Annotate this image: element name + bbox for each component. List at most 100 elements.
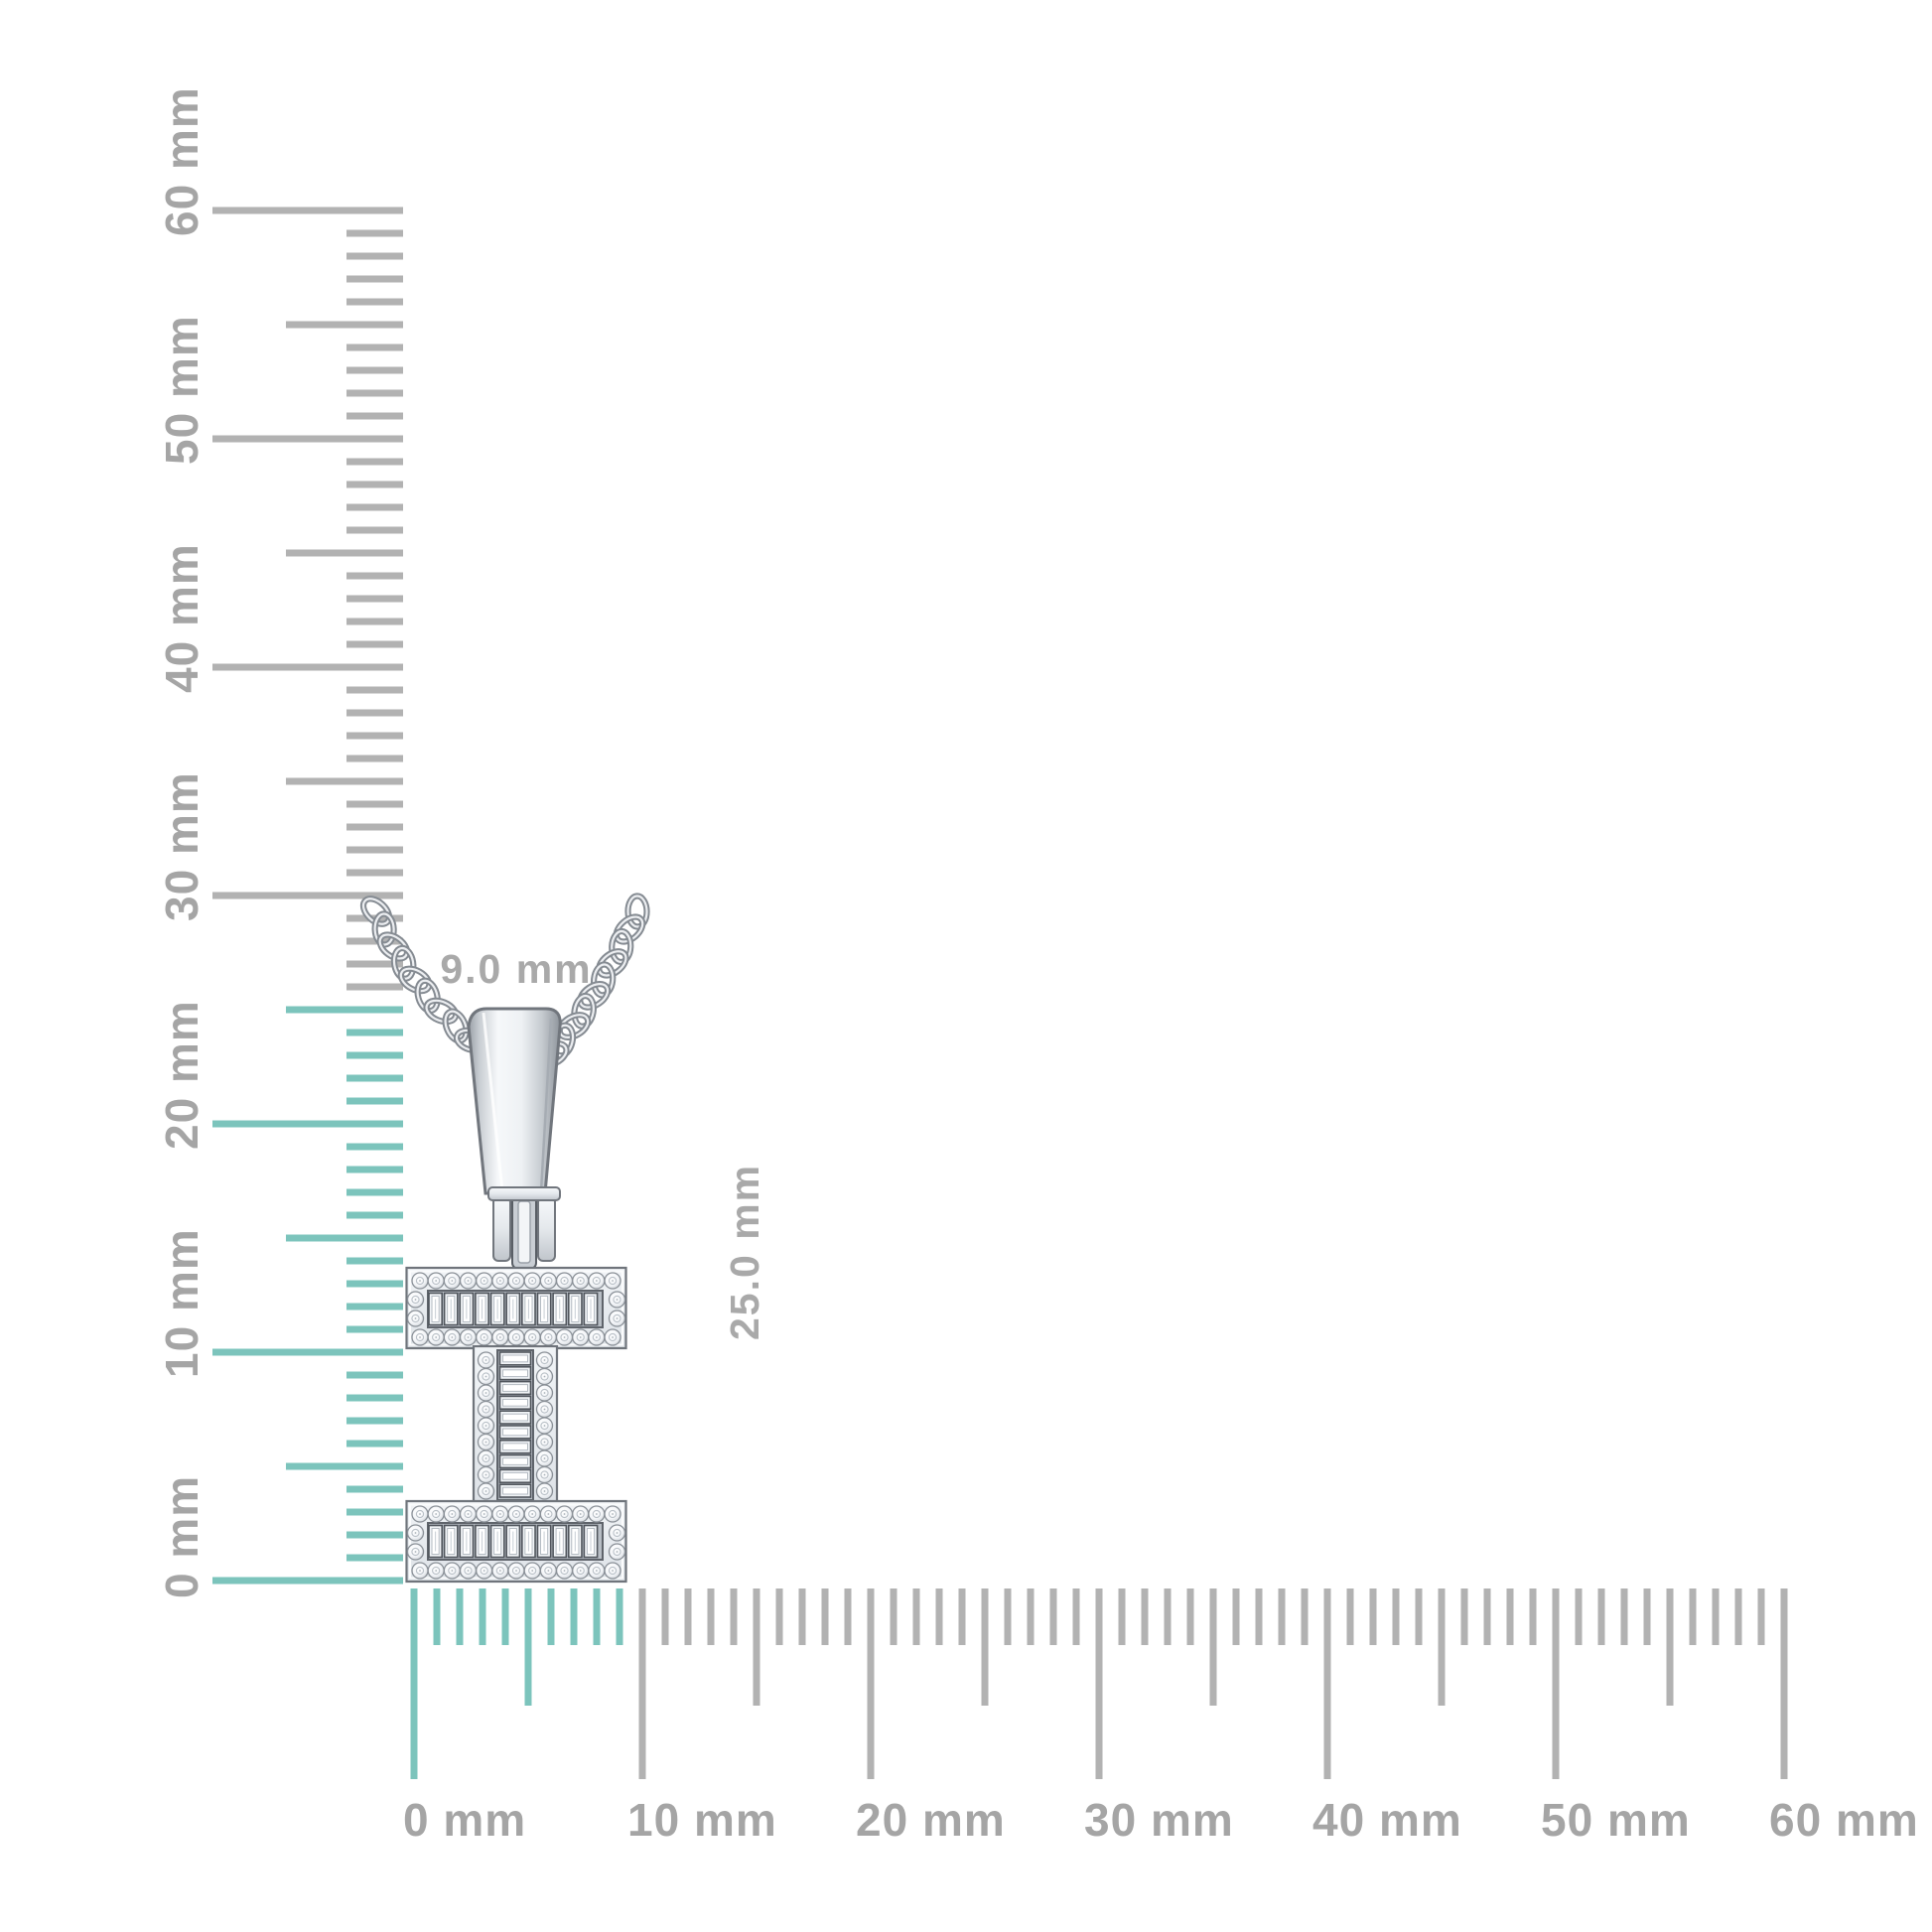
hinge-arm [492,1196,511,1262]
ruler-tick [212,207,403,214]
chain-link [376,931,411,962]
ruler-tick [1301,1588,1309,1645]
ruler-tick [1049,1588,1057,1645]
pave-stone [535,1465,554,1484]
pendant-hinge [487,1186,561,1270]
pave-stone [523,1272,541,1290]
pave-stone [406,1310,425,1327]
baguette-stone [583,1292,599,1326]
ruler-tick [1369,1588,1377,1645]
ruler-tick [346,412,403,420]
pendant-height-annotation: 25.0 mm [722,1164,767,1340]
ruler-tick [286,1234,403,1242]
ruler-tick [1529,1588,1537,1645]
ruler-tick [1392,1588,1400,1645]
ruler-tick [212,892,403,899]
baguette-stone [475,1292,489,1326]
chain-link [596,948,629,979]
ruler-tick [1575,1588,1583,1645]
pave-stone [523,1562,541,1580]
chain-link [442,1008,470,1044]
ruler-tick [346,298,403,306]
chain-link [414,977,441,1015]
pave-stone [535,1400,554,1419]
pave-stone [459,1562,478,1580]
chain-link [571,992,597,1030]
baguette-stone [489,1292,505,1326]
ruler-tick [1415,1588,1423,1645]
ruler-tick [346,1188,403,1196]
pave-stone [476,1562,493,1580]
ruler-tick [684,1588,692,1645]
ruler-tick [286,1006,403,1014]
pave-stone [443,1272,461,1290]
ruler-tick [524,1588,532,1706]
ruler-label: 30 mm [1084,1794,1234,1846]
ruler-tick [346,1211,403,1219]
chain-link [371,910,397,948]
baguette-stone [428,1524,443,1559]
pave-stone [539,1272,558,1290]
ruler-label: 50 mm [156,315,207,465]
pave-stone [477,1367,495,1386]
ruler-tick [346,1074,403,1082]
pave-stone [572,1562,590,1580]
ruler-label: 30 mm [156,771,207,921]
pave-stone [555,1328,574,1346]
pave-stone [535,1367,554,1386]
pave-stone [555,1562,574,1580]
ruler-tick [1278,1588,1286,1645]
pave-stone [539,1505,558,1523]
ruler-tick [753,1588,760,1706]
pave-stone [572,1505,590,1523]
pave-stone [476,1328,493,1346]
pave-stone [427,1562,445,1580]
ruler-tick [346,640,403,648]
pave-stone [604,1505,621,1523]
pave-stone [608,1310,626,1327]
baguette-stone [583,1524,599,1559]
pave-stone [477,1384,495,1402]
ruler-tick [456,1588,464,1645]
ruler-tick [1118,1588,1126,1645]
ruler-tick [286,777,403,785]
ruler-label: 60 mm [1769,1794,1919,1846]
baguette-stone [498,1380,532,1396]
pave-stone [491,1505,509,1523]
horizontal-ruler: 0 mm 10 mm 20 mm 30 mm 40 mm 50 mm 60 mm [403,1588,1919,1846]
ruler-tick [570,1588,578,1645]
ruler-tick [730,1588,738,1645]
ruler-tick [1712,1588,1720,1645]
ruler-tick [212,663,403,671]
ruler-tick [346,800,403,808]
ruler-tick [1620,1588,1628,1645]
ruler-tick [346,983,403,991]
chain-link [423,997,460,1026]
letter-i-stem [472,1344,559,1505]
pave-stone [535,1433,554,1451]
pave-stone [406,1543,425,1561]
pave-stone [476,1272,493,1290]
ruler-tick [346,846,403,854]
baguette-stone [498,1453,532,1469]
pave-stone [491,1272,509,1290]
ruler-tick [346,1417,403,1425]
ruler-tick [346,823,403,831]
baguette-stone [443,1292,459,1326]
pave-stone [477,1449,495,1467]
ruler-tick [638,1588,646,1779]
ruler-tick [707,1588,715,1645]
ruler-tick [346,366,403,374]
ruler-tick [1209,1588,1217,1706]
baguette-stone [475,1524,489,1559]
pave-stone [477,1482,495,1500]
chain-link [359,896,393,927]
pave-stone [523,1505,541,1523]
ruler-tick [1643,1588,1651,1645]
ruler-label: 40 mm [1312,1794,1462,1846]
pave-stone [604,1562,621,1580]
ruler-tick [346,481,403,488]
pave-stone [507,1562,525,1580]
ruler-tick [346,1531,403,1539]
